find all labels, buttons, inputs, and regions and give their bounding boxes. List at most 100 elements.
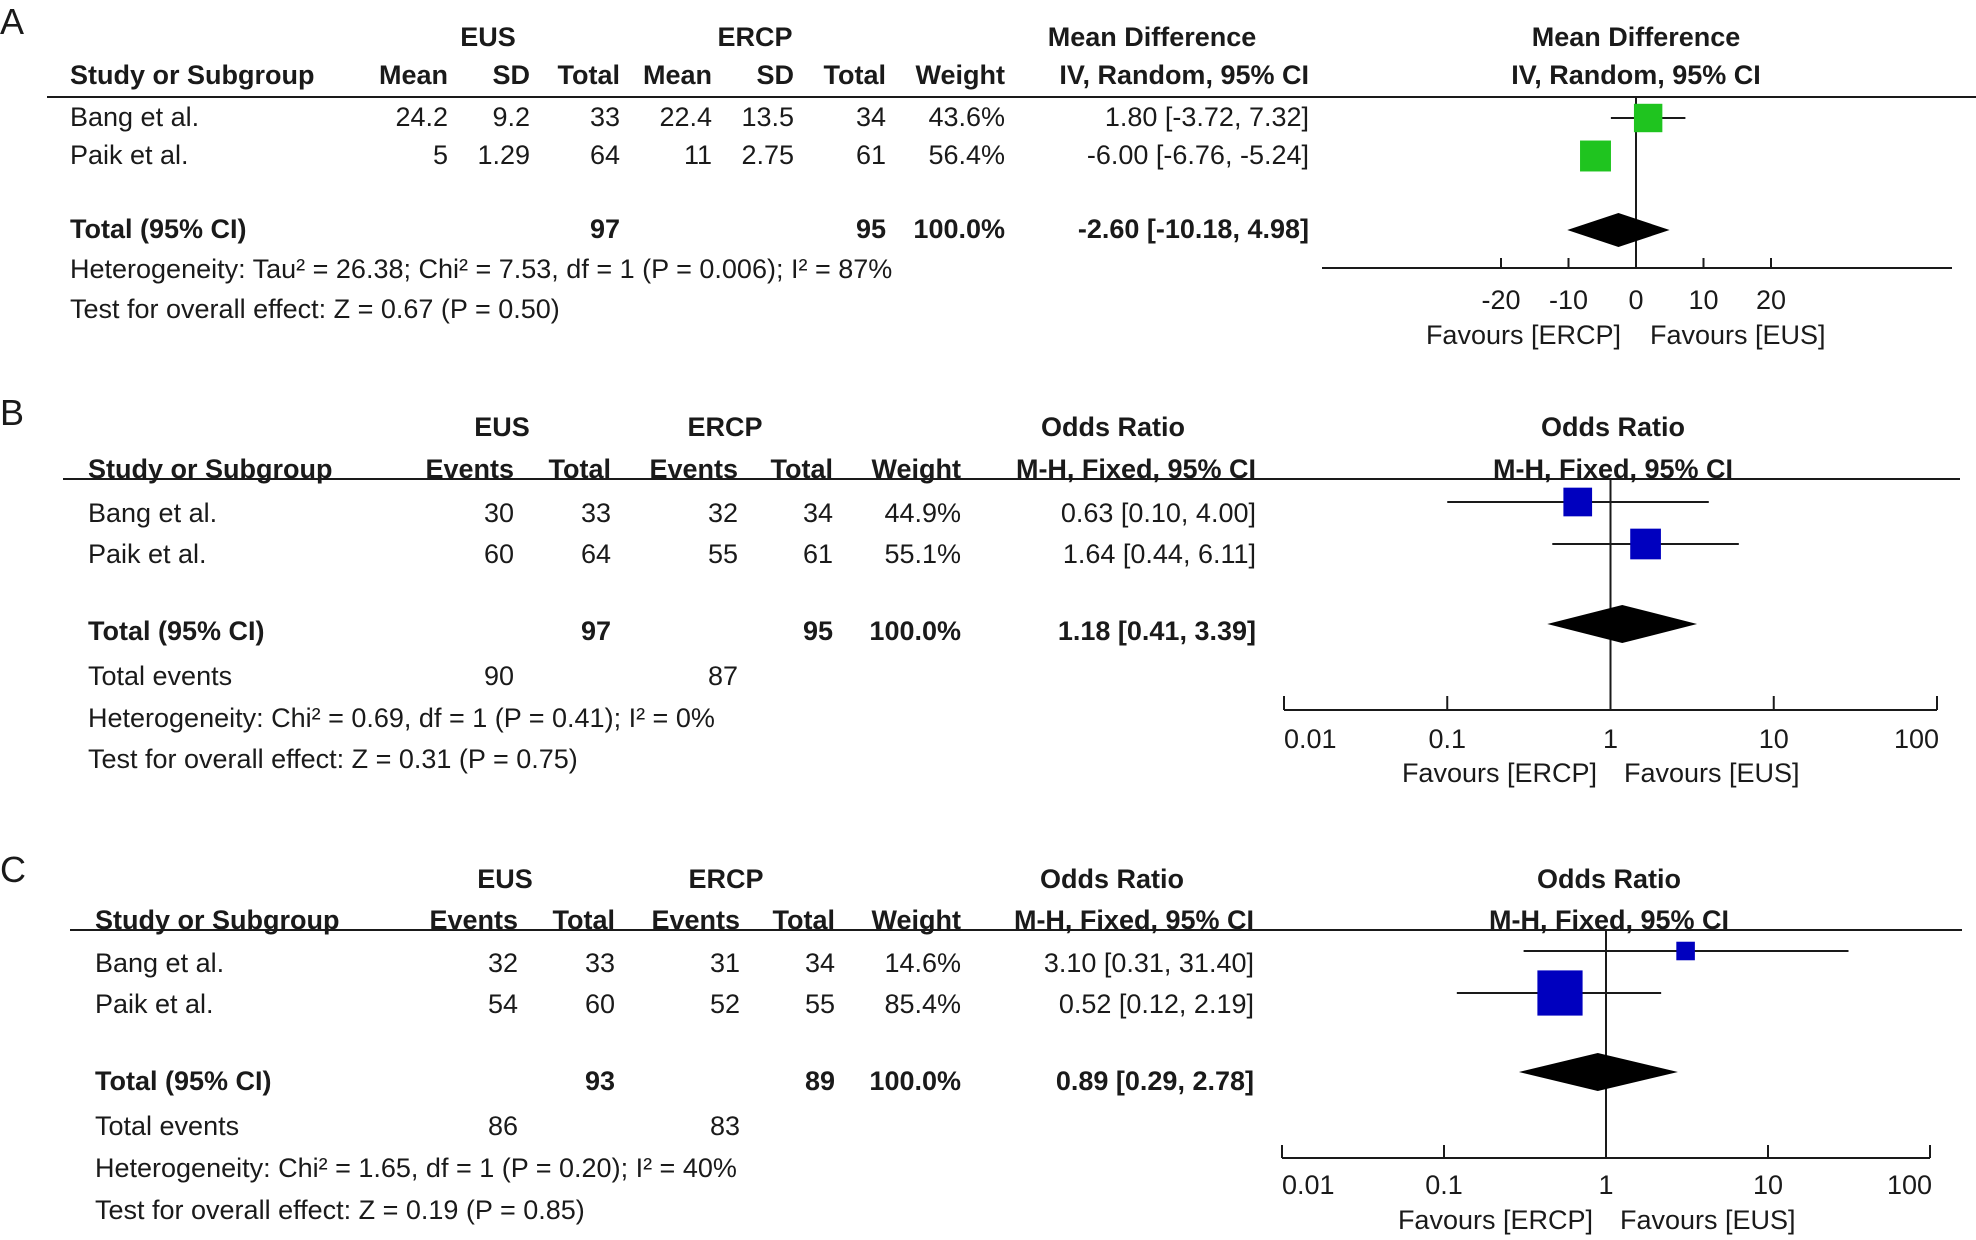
study-name: Paik et al.: [88, 539, 207, 569]
panel-letter: B: [0, 392, 24, 433]
total-cell: 100.0%: [869, 1066, 961, 1096]
study-cell: 3.10 [0.31, 31.40]: [1044, 948, 1254, 978]
column-header: IV, Random, 95% CI: [1059, 60, 1309, 90]
total-events-b: 83: [710, 1111, 740, 1141]
x-tick-label: -10: [1549, 285, 1588, 315]
effect-size-title: Mean Difference: [1048, 22, 1257, 52]
x-tick-label: 10: [1753, 1170, 1783, 1200]
study-cell: 32: [708, 498, 738, 528]
effect-size-title: Odds Ratio: [1041, 412, 1185, 442]
study-cell: 60: [585, 989, 615, 1019]
heterogeneity-text: Heterogeneity: Chi² = 1.65, df = 1 (P = …: [95, 1153, 737, 1183]
total-events-a: 90: [484, 661, 514, 691]
study-cell: 52: [710, 989, 740, 1019]
study-cell: 5: [433, 140, 448, 170]
forest-plot: 0.01 0.1 1 10 100 Favours [ERCP] Favours [EUS]: [1283, 479, 1939, 788]
plot-title: Odds Ratio: [1537, 864, 1681, 894]
study-cell: 9.2: [492, 102, 530, 132]
heterogeneity-text: Heterogeneity: Tau² = 26.38; Chi² = 7.53…: [70, 254, 892, 284]
x-tick-label: 20: [1756, 285, 1786, 315]
total-cell: 95: [856, 214, 886, 244]
study-cell: 54: [488, 989, 518, 1019]
total-label: Total (95% CI): [95, 1066, 272, 1096]
study-cell: 61: [856, 140, 886, 170]
study-cell: 32: [488, 948, 518, 978]
group-a-header: EUS: [474, 412, 530, 442]
study-cell: 56.4%: [928, 140, 1005, 170]
study-cell: 0.52 [0.12, 2.19]: [1059, 989, 1254, 1019]
x-tick-label: 100: [1887, 1170, 1932, 1200]
favours-left-label: Favours [ERCP]: [1398, 1205, 1593, 1235]
study-cell: 13.5: [741, 102, 794, 132]
study-cell: 0.63 [0.10, 4.00]: [1061, 498, 1256, 528]
study-column-header: Study or Subgroup: [70, 60, 314, 90]
forest-plot: -20 -10 0 10 20 Favours [ERCP] Favours [EUS]: [1322, 97, 1952, 350]
overall-effect-text: Test for overall effect: Z = 0.31 (P = 0…: [88, 744, 578, 774]
total-events-label: Total events: [95, 1111, 239, 1141]
total-label: Total (95% CI): [70, 214, 247, 244]
column-header: SD: [492, 60, 530, 90]
study-cell: 34: [856, 102, 886, 132]
column-header: SD: [756, 60, 794, 90]
study-cell: 85.4%: [884, 989, 961, 1019]
study-cell: 61: [803, 539, 833, 569]
study-cell: 33: [585, 948, 615, 978]
study-marker: [1676, 941, 1695, 961]
x-tick-label: 100: [1894, 724, 1939, 754]
study-cell: 1.64 [0.44, 6.11]: [1063, 539, 1256, 569]
pooled-diamond: [1567, 213, 1670, 247]
x-tick-label: 0.1: [1428, 724, 1466, 754]
total-cell: 97: [590, 214, 620, 244]
total-cell: 1.18 [0.41, 3.39]: [1058, 616, 1256, 646]
study-cell: 1.80 [-3.72, 7.32]: [1105, 102, 1309, 132]
x-tick-label: -20: [1481, 285, 1520, 315]
plot-title: Odds Ratio: [1541, 412, 1685, 442]
study-cell: 31: [710, 948, 740, 978]
overall-effect-text: Test for overall effect: Z = 0.67 (P = 0…: [70, 294, 560, 324]
study-cell: 24.2: [395, 102, 448, 132]
forest-plot: 0.01 0.1 1 10 100 Favours [ERCP] Favours [EUS]: [1281, 930, 1932, 1235]
study-cell: 55: [805, 989, 835, 1019]
study-cell: 34: [803, 498, 833, 528]
x-tick-label: 10: [1759, 724, 1789, 754]
effect-size-title: Odds Ratio: [1040, 864, 1184, 894]
favours-right-label: Favours [EUS]: [1650, 320, 1826, 350]
total-cell: 93: [585, 1066, 615, 1096]
study-cell: 2.75: [741, 140, 794, 170]
heterogeneity-text: Heterogeneity: Chi² = 0.69, df = 1 (P = …: [88, 703, 715, 733]
group-b-header: ERCP: [687, 412, 762, 442]
study-cell: 11: [684, 140, 712, 170]
column-header: Total: [824, 60, 887, 90]
plot-title: Mean Difference: [1532, 22, 1741, 52]
study-cell: 64: [590, 140, 620, 170]
study-marker: [1630, 528, 1661, 560]
total-label: Total (95% CI): [88, 616, 265, 646]
favours-left-label: Favours [ERCP]: [1426, 320, 1621, 350]
x-tick-label: 10: [1688, 285, 1718, 315]
panel-letter: C: [0, 849, 26, 890]
total-cell: 100.0%: [869, 616, 961, 646]
group-b-header: ERCP: [688, 864, 763, 894]
panel-a: A EUS ERCP Mean Difference Mean Difference St…: [0, 1, 1976, 350]
study-cell: -6.00 [-6.76, -5.24]: [1087, 140, 1309, 170]
x-tick-label: 0.01: [1284, 724, 1337, 754]
study-name: Paik et al.: [70, 140, 189, 170]
study-cell: 30: [484, 498, 514, 528]
total-cell: 100.0%: [913, 214, 1005, 244]
favours-right-label: Favours [EUS]: [1620, 1205, 1796, 1235]
group-a-header: EUS: [460, 22, 516, 52]
study-cell: 43.6%: [928, 102, 1005, 132]
study-cell: 55.1%: [884, 539, 961, 569]
pooled-diamond: [1518, 1053, 1678, 1091]
study-marker: [1537, 970, 1583, 1016]
study-cell: 55: [708, 539, 738, 569]
favours-left-label: Favours [ERCP]: [1402, 758, 1597, 788]
study-cell: 33: [590, 102, 620, 132]
study-cell: 64: [581, 539, 611, 569]
study-name: Bang et al.: [70, 102, 199, 132]
study-name: Bang et al.: [88, 498, 217, 528]
study-cell: 33: [581, 498, 611, 528]
